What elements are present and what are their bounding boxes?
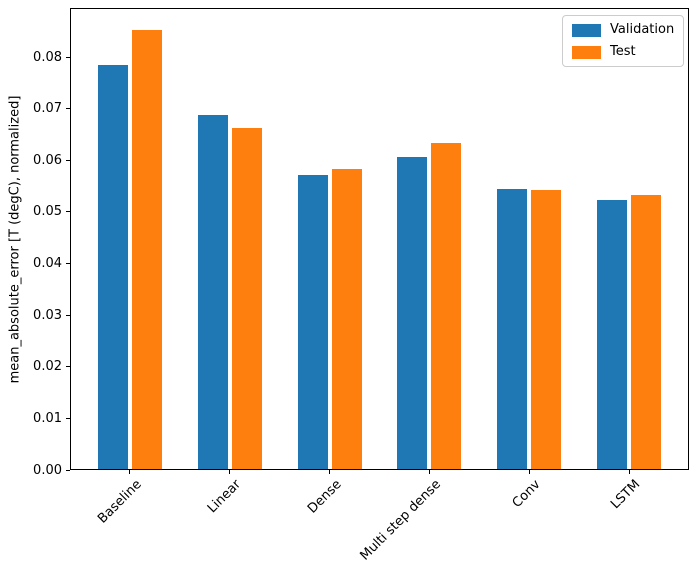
y-tick-label: 0.06 — [33, 152, 62, 168]
x-tick-label: Linear — [205, 477, 245, 517]
y-tick-mark — [66, 469, 70, 471]
y-tick-label: 0.08 — [33, 49, 62, 65]
x-tick-mark — [129, 470, 131, 474]
x-tick-label: Dense — [304, 477, 345, 517]
y-tick-mark — [66, 263, 70, 265]
y-axis-label: mean_absolute_error [T (degC), normalize… — [7, 95, 23, 383]
x-tick-mark — [428, 470, 430, 474]
x-tick-label: Multi step dense — [357, 477, 445, 564]
bar-test-multi-step-dense — [431, 142, 462, 470]
bar-validation-linear — [197, 115, 228, 470]
y-axis-label-container: mean_absolute_error [T (degC), normalize… — [2, 8, 28, 470]
bar-validation-baseline — [97, 64, 128, 470]
legend-label-test: Test — [610, 44, 636, 59]
legend-item-validation: Validation — [572, 23, 674, 37]
bar-validation-conv — [497, 188, 528, 470]
x-tick-label: Conv — [509, 477, 544, 511]
y-tick-mark — [66, 417, 70, 419]
test-color-swatch — [572, 45, 601, 59]
y-tick-label: 0.03 — [33, 307, 62, 323]
y-tick-mark — [66, 159, 70, 161]
bar-validation-multi-step-dense — [397, 156, 428, 470]
legend-item-test: Test — [572, 45, 674, 59]
bar-test-lstm — [631, 194, 662, 470]
y-tick-label: 0.07 — [33, 101, 62, 117]
bar-test-dense — [331, 169, 362, 470]
legend: Validation Test — [562, 15, 685, 67]
x-tick-label: LSTM — [608, 477, 644, 513]
x-tick-mark — [528, 470, 530, 474]
y-tick-label: 0.00 — [33, 462, 62, 478]
y-tick-mark — [66, 211, 70, 213]
legend-label-validation: Validation — [610, 22, 675, 37]
x-tick-mark — [628, 470, 630, 474]
y-tick-mark — [66, 314, 70, 316]
x-tick-mark — [329, 470, 331, 474]
bar-test-baseline — [131, 30, 162, 470]
x-tick-mark — [229, 470, 231, 474]
validation-color-swatch — [572, 23, 601, 37]
y-tick-mark — [66, 366, 70, 368]
bar-validation-dense — [297, 175, 328, 470]
y-tick-label: 0.02 — [33, 359, 62, 375]
y-tick-label: 0.04 — [33, 256, 62, 272]
bar-test-conv — [531, 189, 562, 470]
y-tick-mark — [66, 108, 70, 110]
y-tick-label: 0.01 — [33, 410, 62, 426]
y-tick-mark — [66, 56, 70, 58]
bar-validation-lstm — [597, 199, 628, 470]
bar-test-linear — [231, 127, 262, 470]
x-tick-label: Baseline — [94, 477, 145, 527]
y-tick-label: 0.05 — [33, 204, 62, 220]
